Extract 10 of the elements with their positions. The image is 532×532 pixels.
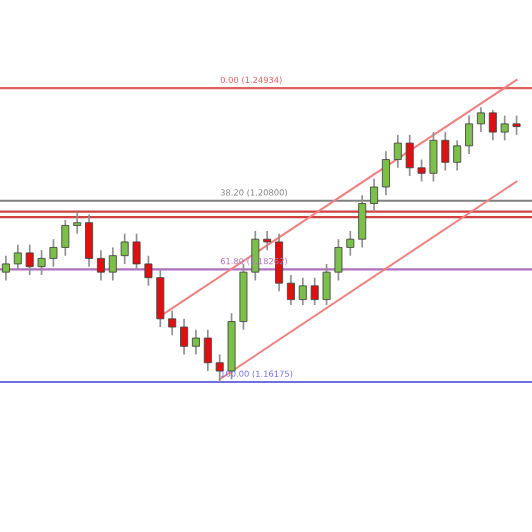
- candlestick: [465, 114, 474, 155]
- candlestick: [180, 317, 189, 356]
- candlestick: [286, 274, 295, 306]
- candlestick: [96, 249, 105, 282]
- candlestick: [476, 106, 485, 133]
- candlestick: [85, 213, 94, 268]
- candlestick: [191, 328, 200, 356]
- candlestick: [370, 177, 379, 213]
- candlestick: [381, 150, 390, 197]
- candlestick: [1, 254, 10, 282]
